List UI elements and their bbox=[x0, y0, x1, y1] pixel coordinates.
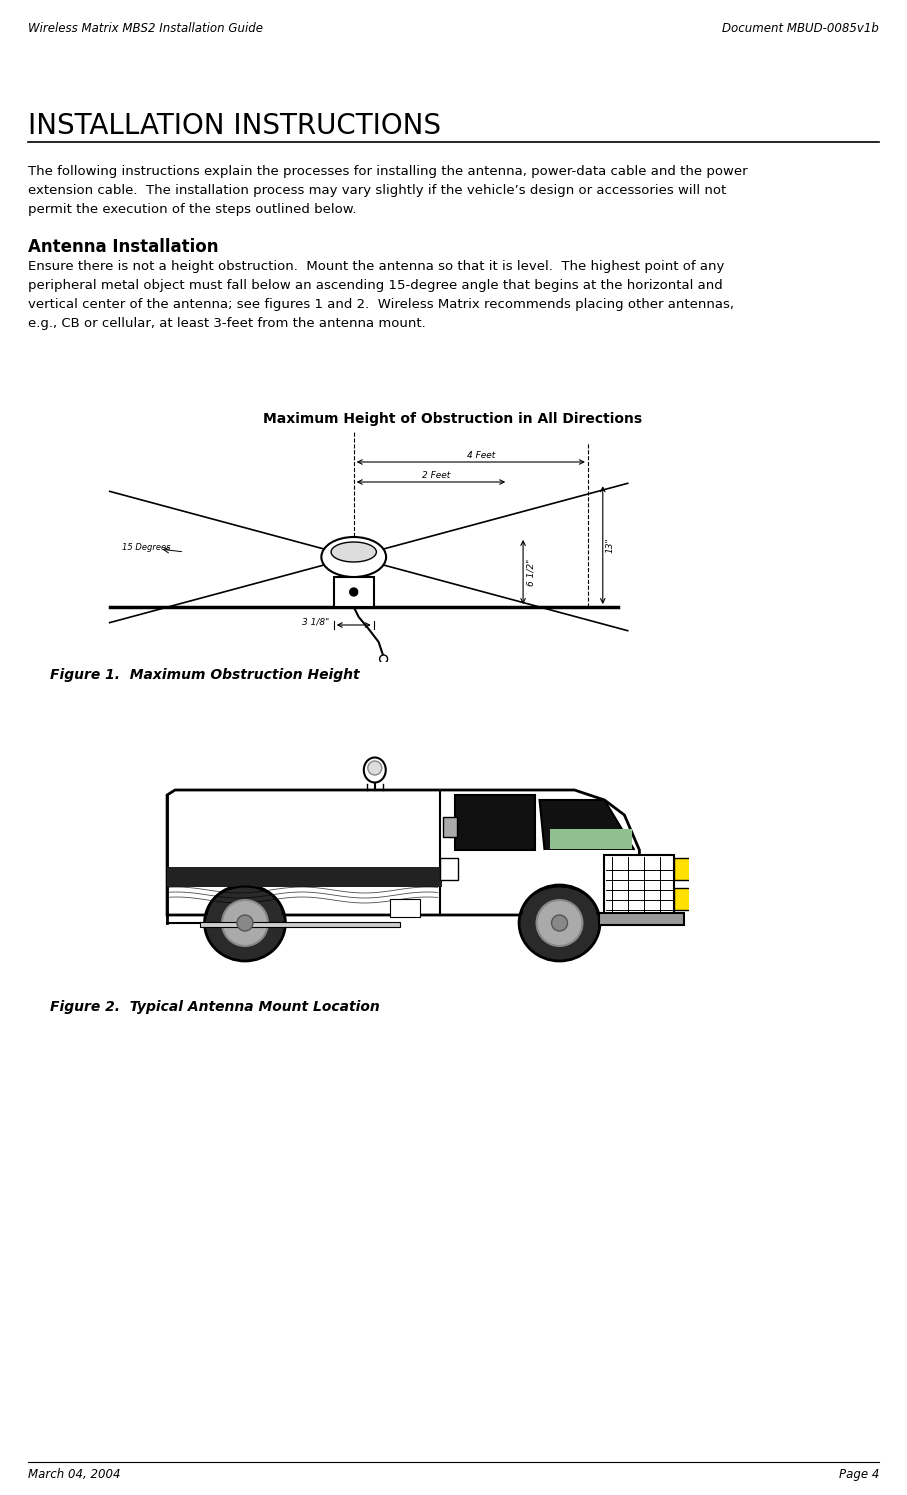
Text: vertical center of the antenna; see figures 1 and 2.  Wireless Matrix recommends: vertical center of the antenna; see figu… bbox=[28, 298, 734, 311]
Text: INSTALLATION INSTRUCTIONS: INSTALLATION INSTRUCTIONS bbox=[28, 112, 441, 141]
Text: 2 Feet: 2 Feet bbox=[422, 471, 450, 480]
Bar bbox=[200, 922, 400, 927]
Text: Figure 1.  Maximum Obstruction Height: Figure 1. Maximum Obstruction Height bbox=[50, 668, 359, 682]
Text: 4 Feet: 4 Feet bbox=[466, 451, 495, 460]
Text: 13": 13" bbox=[606, 537, 615, 553]
Text: 3 1/8": 3 1/8" bbox=[301, 617, 329, 626]
Ellipse shape bbox=[331, 543, 376, 562]
Bar bbox=[334, 577, 374, 607]
Text: peripheral metal object must fall below an ascending 15-degree angle that begins: peripheral metal object must fall below … bbox=[28, 280, 723, 292]
Ellipse shape bbox=[519, 885, 600, 961]
Text: permit the execution of the steps outlined below.: permit the execution of the steps outlin… bbox=[28, 203, 356, 215]
Bar bbox=[443, 816, 456, 837]
Text: extension cable.  The installation process may vary slightly if the vehicle’s de: extension cable. The installation proces… bbox=[28, 184, 727, 197]
Bar bbox=[674, 858, 699, 881]
Text: Ensure there is not a height obstruction.  Mount the antenna so that it is level: Ensure there is not a height obstruction… bbox=[28, 260, 725, 274]
Circle shape bbox=[237, 915, 253, 931]
Circle shape bbox=[380, 655, 387, 662]
Bar bbox=[604, 855, 674, 915]
Bar bbox=[167, 867, 442, 887]
Text: March 04, 2004: March 04, 2004 bbox=[28, 1468, 121, 1482]
Text: 15 Degrees: 15 Degrees bbox=[122, 543, 171, 552]
Text: Page 4: Page 4 bbox=[839, 1468, 879, 1482]
Text: e.g., CB or cellular, at least 3-feet from the antenna mount.: e.g., CB or cellular, at least 3-feet fr… bbox=[28, 317, 425, 330]
Text: Antenna Installation: Antenna Installation bbox=[28, 238, 219, 256]
Ellipse shape bbox=[537, 900, 582, 946]
Text: The following instructions explain the processes for installing the antenna, pow: The following instructions explain the p… bbox=[28, 164, 747, 178]
Text: Maximum Height of Obstruction in All Directions: Maximum Height of Obstruction in All Dir… bbox=[263, 413, 642, 426]
Bar bbox=[440, 858, 458, 881]
Circle shape bbox=[551, 915, 568, 931]
PathPatch shape bbox=[167, 789, 639, 915]
Bar bbox=[600, 913, 684, 925]
Text: Figure 2.  Typical Antenna Mount Location: Figure 2. Typical Antenna Mount Location bbox=[50, 1000, 380, 1014]
Bar bbox=[550, 830, 632, 849]
PathPatch shape bbox=[540, 800, 634, 851]
Bar bbox=[454, 795, 534, 851]
Ellipse shape bbox=[205, 885, 286, 961]
Ellipse shape bbox=[364, 758, 385, 782]
Text: Wireless Matrix MBS2 Installation Guide: Wireless Matrix MBS2 Installation Guide bbox=[28, 22, 263, 34]
Ellipse shape bbox=[368, 761, 382, 774]
Bar bbox=[390, 898, 420, 916]
Ellipse shape bbox=[222, 900, 268, 946]
Text: Document MBUD-0085v1b: Document MBUD-0085v1b bbox=[722, 22, 879, 34]
Circle shape bbox=[350, 588, 357, 597]
Text: 6 1/2": 6 1/2" bbox=[526, 558, 535, 586]
Ellipse shape bbox=[321, 537, 386, 577]
Bar bbox=[674, 888, 699, 910]
